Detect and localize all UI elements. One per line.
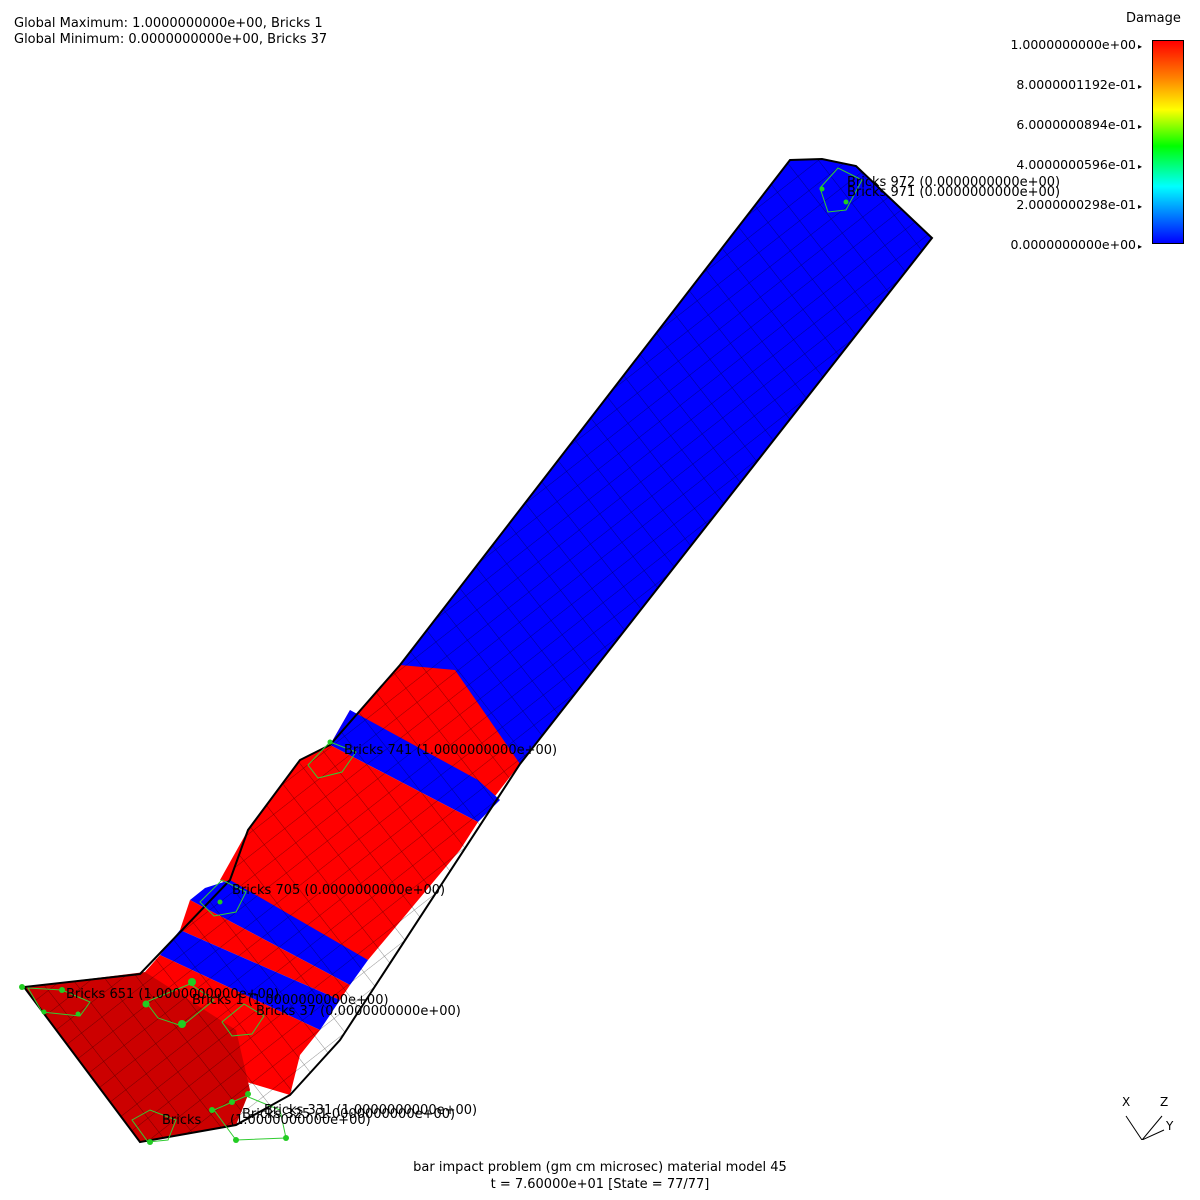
label-bricks-651: Bricks 651 (1.0000000000e+00) bbox=[66, 987, 279, 1002]
bar-outline bbox=[22, 157, 934, 1144]
colorbar-title: Damage bbox=[1126, 11, 1181, 26]
axis-x-label: X bbox=[1122, 1095, 1131, 1109]
label-bricks-705: Bricks 705 (0.0000000000e+00) bbox=[232, 883, 445, 898]
label-bricks-37: Bricks 37 (0.0000000000e+00) bbox=[256, 1004, 461, 1019]
global-minimum: Global Minimum: 0.0000000000e+00, Bricks… bbox=[14, 32, 328, 47]
label-bricks-971: Bricks 971 (0.0000000000e+00) bbox=[847, 185, 1060, 200]
label-bricks-331: Bricks 331 (1.0000000000e+00) bbox=[264, 1103, 477, 1118]
label-bricks-972: Bricks 972 (0.0000000000e+00) bbox=[847, 175, 1060, 190]
label-bricks-325: Bricks 325 (1.0000000000e+00) bbox=[242, 1107, 455, 1122]
global-maximum: Global Maximum: 1.0000000000e+00, Bricks… bbox=[14, 16, 323, 31]
colorbar-tick: 1.0000000000e+00 bbox=[1010, 37, 1142, 52]
colorbar-tick: 2.0000000298e-01 bbox=[1016, 197, 1142, 212]
label-bricks-bottom: Bricks bbox=[162, 1113, 202, 1128]
footer-state: t = 7.60000e+01 [State = 77/77] bbox=[490, 1177, 710, 1192]
colorbar-tick: 0.0000000000e+00 bbox=[1010, 237, 1142, 252]
colorbar-gradient bbox=[1152, 40, 1184, 244]
axis-triad: X Z Y bbox=[1118, 1094, 1178, 1140]
axis-y-label: Y bbox=[1166, 1119, 1174, 1133]
axis-triad-lines bbox=[1125, 1115, 1165, 1140]
label-bricks-741: Bricks 741 (1.0000000000e+00) bbox=[344, 743, 557, 758]
colorbar-tick: 8.0000001192e-01 bbox=[1016, 77, 1142, 92]
label-bricks-bottom-value: (1.0000000000e+00) bbox=[230, 1113, 371, 1128]
axis-z-label: Z bbox=[1160, 1095, 1169, 1109]
colorbar-tick: 6.0000000894e-01 bbox=[1016, 117, 1142, 132]
label-bricks-1: Bricks 1 (1.0000000000e+00) bbox=[192, 993, 389, 1008]
brick-markers bbox=[27, 167, 863, 1143]
footer-title: bar impact problem (gm cm microsec) mate… bbox=[413, 1160, 787, 1175]
node-dots bbox=[19, 186, 849, 1145]
colorbar-tick: 4.0000000596e-01 bbox=[1016, 157, 1142, 172]
